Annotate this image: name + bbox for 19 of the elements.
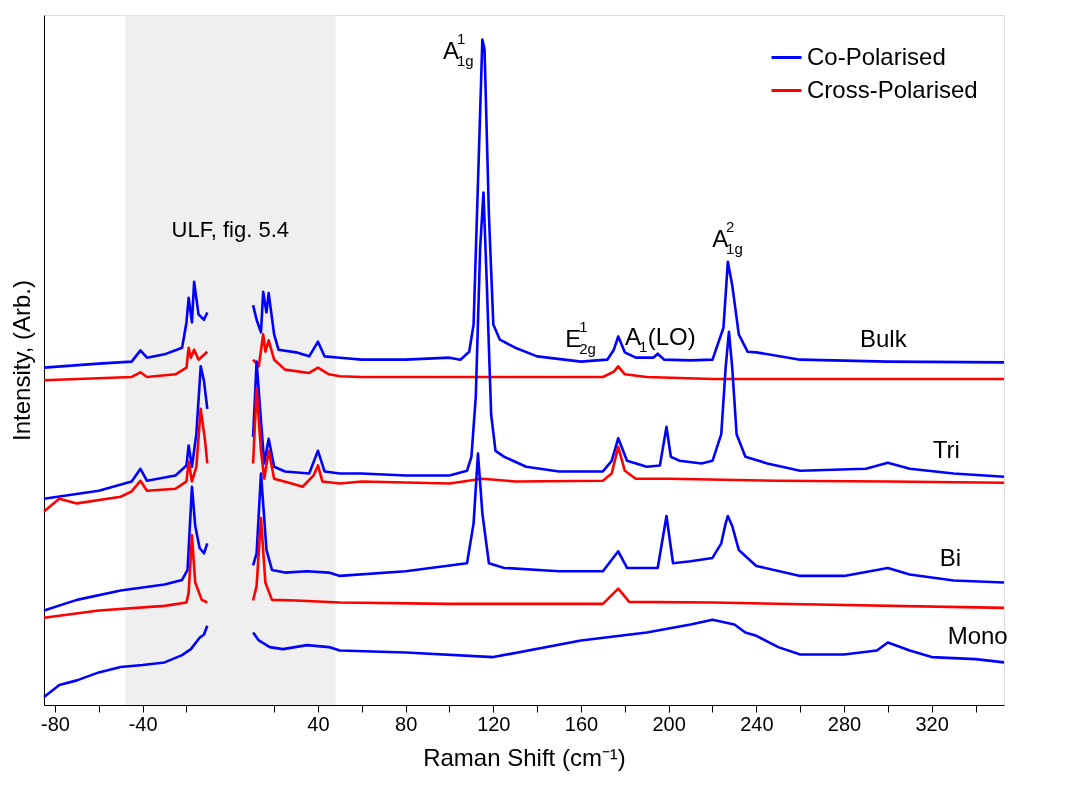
x-tick-label: 120: [477, 712, 511, 735]
annotation: Mono: [947, 622, 1008, 650]
x-tick-label: -40: [128, 712, 158, 735]
annotation: Bi: [939, 543, 962, 571]
x-tick-label: -80: [41, 712, 70, 735]
x-tick-label: 40: [307, 712, 330, 735]
annotation: Bulk: [860, 324, 908, 352]
x-tick-label: 80: [395, 712, 418, 735]
band-label: ULF, fig. 5.4: [171, 217, 289, 243]
y-axis-title: Intensity, (Arb.): [7, 280, 35, 441]
x-tick-label: 160: [564, 712, 599, 735]
annotation: Tri: [932, 436, 960, 464]
x-tick-label: 320: [915, 712, 949, 735]
legend-label: Co-Polarised: [807, 42, 946, 70]
x-tick-label: 240: [740, 712, 774, 735]
x-tick-label: 280: [827, 712, 862, 735]
legend-label: Cross-Polarised: [807, 75, 978, 103]
x-axis-title: Raman Shift (cm⁻¹): [423, 743, 626, 771]
x-tick-label: 200: [652, 712, 686, 735]
